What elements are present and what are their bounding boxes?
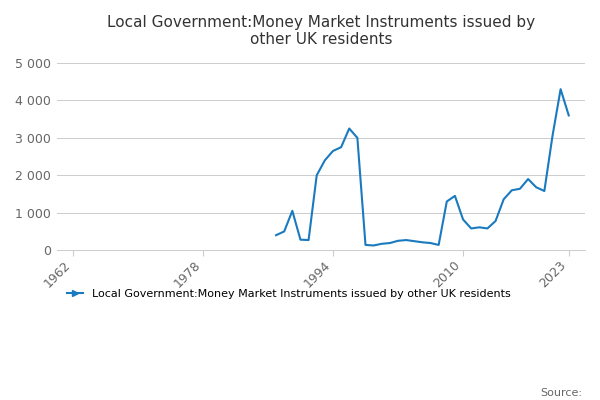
Legend: Local Government:Money Market Instruments issued by other UK residents: Local Government:Money Market Instrument… [62,284,515,303]
Title: Local Government:Money Market Instruments issued by
other UK residents: Local Government:Money Market Instrument… [107,15,535,47]
Text: Source:: Source: [540,388,582,398]
